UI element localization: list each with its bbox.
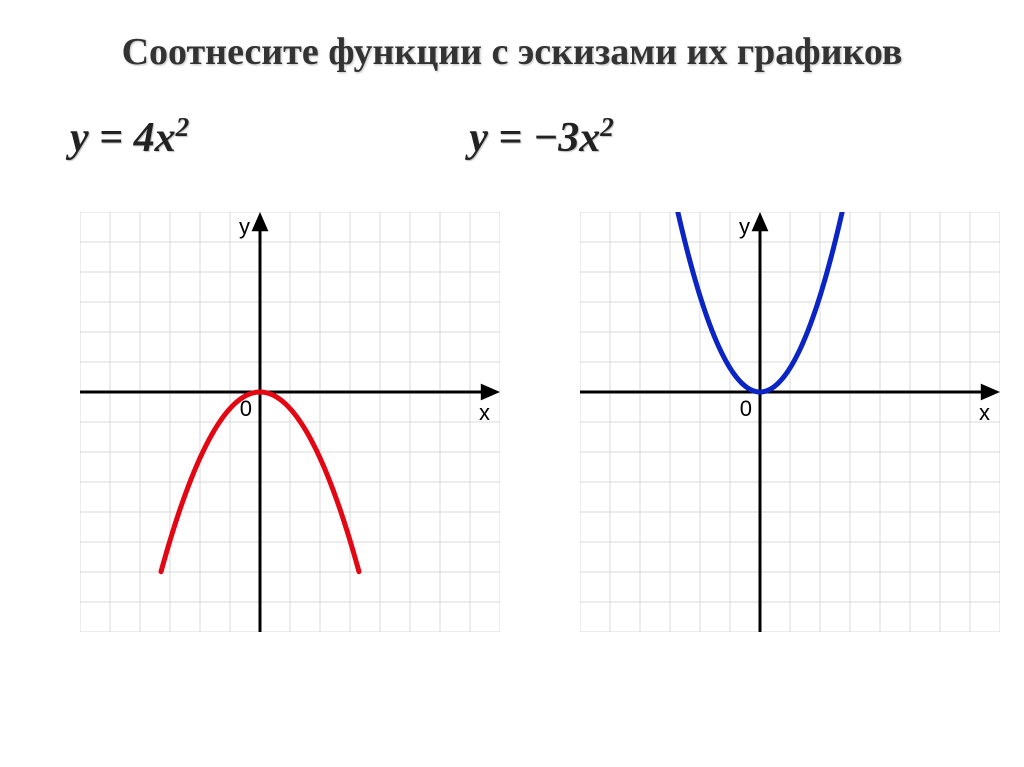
chart-right: y x 0 — [580, 212, 1000, 632]
page-title: Соотнесите функции с эскизами их графико… — [40, 30, 984, 74]
eq-x: x — [579, 115, 600, 161]
chart-left: yx0 — [80, 212, 500, 632]
eq-var: y — [469, 115, 488, 161]
x-axis-label: x — [479, 400, 490, 425]
charts-row: yx0 yx0 — [40, 212, 984, 632]
eq-x: x — [155, 115, 176, 161]
equations-row: y = 4x2 y = −3x2 — [40, 114, 984, 162]
equation-left: y = 4x2 — [70, 114, 189, 162]
eq-exp: 2 — [600, 112, 614, 142]
y-axis-label: y — [239, 214, 250, 239]
eq-exp: 2 — [176, 112, 190, 142]
eq-coef: −3 — [533, 115, 579, 161]
equation-right: y = −3x2 — [469, 114, 614, 162]
eq-coef: 4 — [134, 115, 155, 161]
origin-label: 0 — [740, 396, 752, 421]
y-axis-label: y — [739, 214, 750, 239]
x-axis-label: x — [979, 400, 990, 425]
eq-var: y — [70, 115, 89, 161]
